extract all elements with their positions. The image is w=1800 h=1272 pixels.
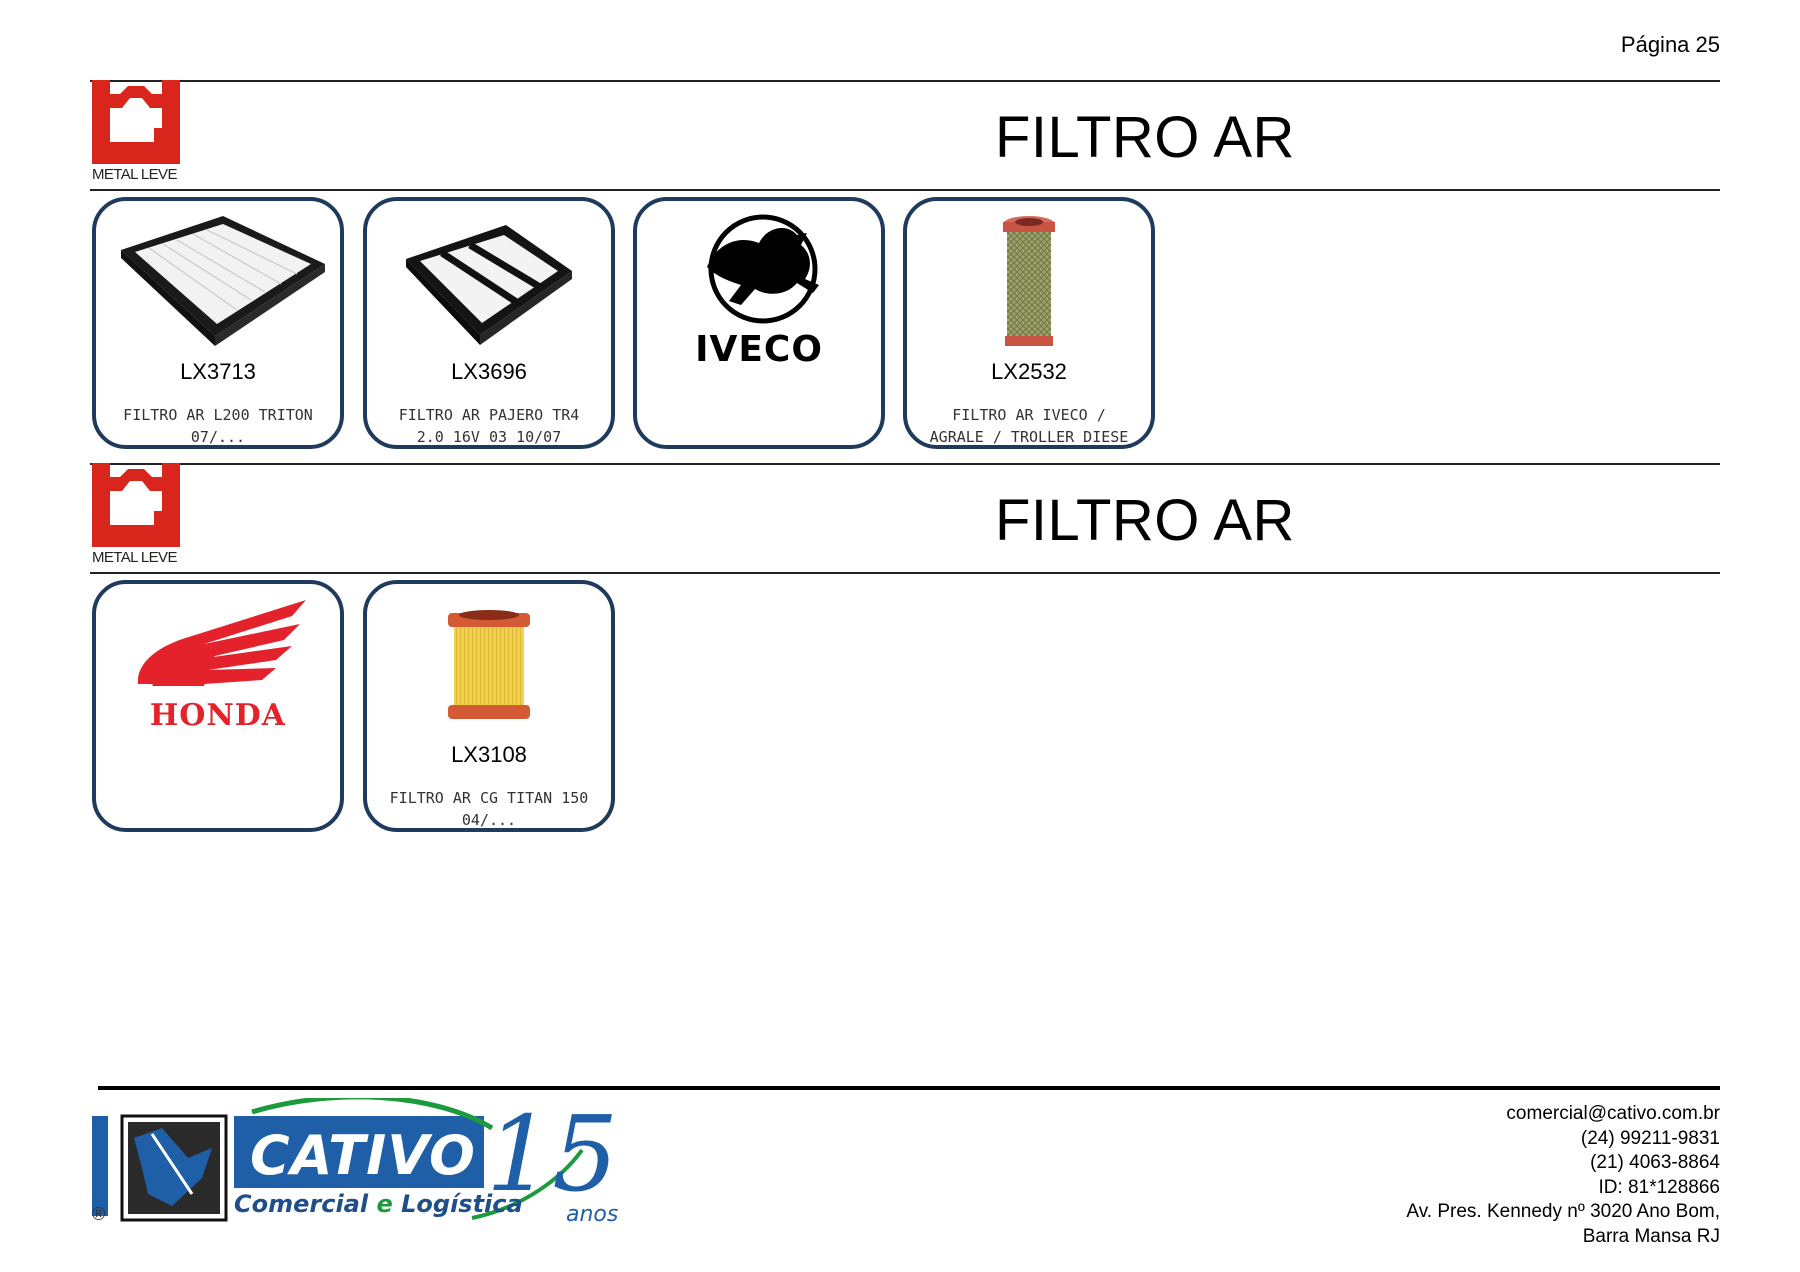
product-image (96, 207, 340, 357)
description-line: 2.0 16V 03 10/07 (416, 428, 562, 446)
cativo-logo: CATIVO Comercial e Logística 15 anos ® (92, 1093, 632, 1234)
contact-phone: (24) 99211-9831 (1580, 1127, 1720, 1149)
panel-filter-icon (406, 225, 572, 345)
product-description: FILTRO AR CG TITAN 150 04/... (367, 787, 611, 829)
product-code: LX2532 (991, 359, 1067, 384)
brand-card-iveco[interactable]: IVECO (633, 197, 885, 449)
product-code: LX3713 (180, 359, 256, 384)
panel-filter-icon (121, 216, 325, 346)
section-divider-top (90, 80, 1720, 82)
contact-block: comercial@cativo.com.br (24) 99211-9831 … (1406, 1102, 1720, 1249)
product-card[interactable]: LX2532 FILTRO AR IVECO / AGRALE / TROLLE… (903, 197, 1155, 449)
footer-divider (98, 1086, 1720, 1090)
honda-wing-icon (137, 600, 306, 686)
brand-card-honda[interactable]: HONDA (92, 580, 344, 832)
description-line: 04/... (461, 811, 517, 829)
honda-logo: HONDA (96, 594, 340, 734)
registered-mark: ® (92, 1204, 106, 1224)
description-line: FILTRO AR CG TITAN 150 (389, 789, 589, 807)
product-card[interactable]: LX3696 FILTRO AR PAJERO TR4 2.0 16V 03 1… (363, 197, 615, 449)
cylinder-filter-icon (448, 610, 530, 719)
anniversary-number: 15 (486, 1093, 619, 1215)
description-line: FILTRO AR PAJERO TR4 (398, 406, 580, 424)
product-image (367, 207, 611, 357)
metal-leve-mark-icon (92, 463, 180, 547)
contact-email[interactable]: comercial@cativo.com.br (1506, 1103, 1720, 1124)
anniversary-word: anos (566, 1202, 619, 1227)
iveco-wordmark: IVECO (695, 329, 823, 370)
tagline-word: Comercial (234, 1190, 369, 1218)
brand-label: METAL LEVE (92, 166, 177, 183)
cativo-tagline: Comercial e Logística (234, 1190, 523, 1218)
description-line: 07/... (190, 428, 246, 446)
brand-label: METAL LEVE (92, 549, 177, 566)
cylinder-filter-icon (1003, 216, 1055, 346)
product-code: LX3108 (451, 742, 527, 767)
contact-address: Av. Pres. Kennedy nº 3020 Ano Bom, (1406, 1201, 1720, 1222)
iveco-logo: IVECO (637, 209, 881, 370)
contact-id: ID: 81*128866 (1598, 1176, 1721, 1198)
description-line: FILTRO AR L200 TRITON (123, 406, 313, 424)
section-divider-bottom (90, 189, 1720, 191)
product-image (907, 207, 1151, 357)
metal-leve-logo: METAL LEVE (92, 80, 182, 183)
honda-wordmark: HONDA (149, 698, 287, 733)
section-divider-bottom (90, 572, 1720, 574)
section-title: FILTRO AR (995, 488, 1295, 553)
product-description: FILTRO AR PAJERO TR4 2.0 16V 03 10/07 (367, 404, 611, 446)
metal-leve-mark-icon (92, 80, 180, 164)
contact-phone: (21) 4063-8864 (1590, 1152, 1720, 1173)
product-card[interactable]: LX3713 FILTRO AR L200 TRITON 07/... (92, 197, 344, 449)
description-line: FILTRO AR IVECO / (952, 406, 1106, 424)
product-image (367, 590, 611, 740)
tagline-word: e (376, 1190, 393, 1218)
cativo-logo-graphic (92, 1094, 584, 1222)
section-divider-top (90, 463, 1720, 465)
description-line: AGRALE / TROLLER DIESE (929, 428, 1129, 446)
product-description: FILTRO AR IVECO / AGRALE / TROLLER DIESE (907, 404, 1151, 446)
page-number: Página 25 (1620, 32, 1720, 57)
iveco-horse-icon (707, 214, 819, 324)
product-card[interactable]: LX3108 FILTRO AR CG TITAN 150 04/... (363, 580, 615, 832)
tagline-word: Logística (401, 1190, 523, 1218)
metal-leve-logo: METAL LEVE (92, 463, 182, 566)
contact-city: Barra Mansa RJ (1582, 1225, 1720, 1247)
product-code: LX3696 (451, 359, 527, 384)
product-description: FILTRO AR L200 TRITON 07/... (96, 404, 340, 446)
cativo-wordmark: CATIVO (250, 1124, 476, 1187)
section-title: FILTRO AR (995, 105, 1295, 170)
